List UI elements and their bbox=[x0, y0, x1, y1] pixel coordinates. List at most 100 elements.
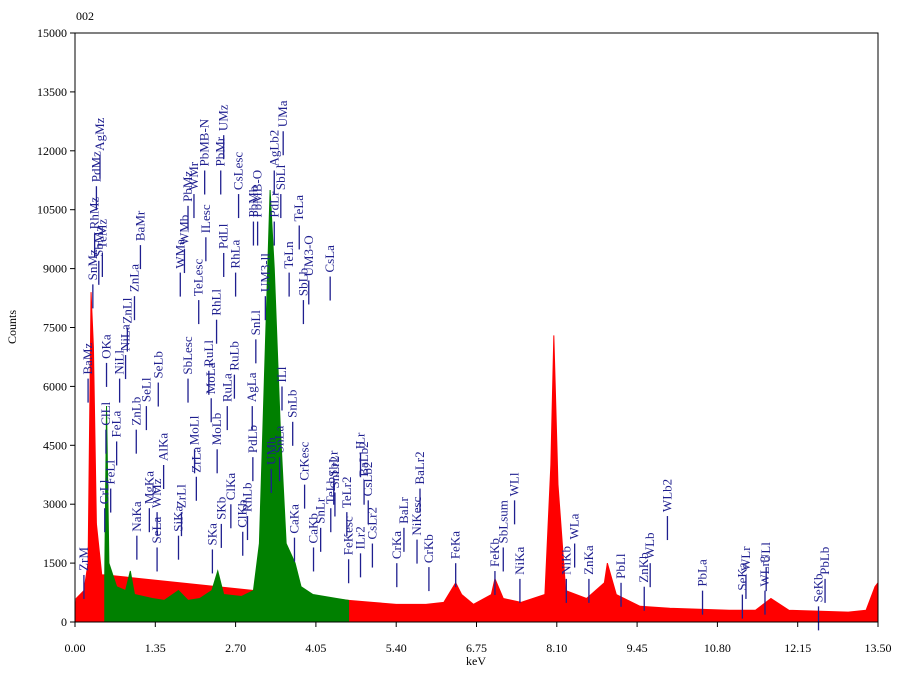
element-label: BaLr bbox=[396, 496, 411, 523]
element-label: CrKb bbox=[421, 534, 436, 563]
element-label: CrLl bbox=[97, 479, 112, 504]
element-label: NaKa bbox=[129, 501, 144, 532]
y-tick-label: 4500 bbox=[43, 438, 67, 452]
element-label: ZrLl bbox=[173, 484, 188, 508]
element-label: BaLb2 bbox=[356, 441, 371, 476]
element-label: WLb2 bbox=[659, 479, 674, 512]
y-tick-label: 7500 bbox=[43, 321, 67, 335]
element-label: TeLr2 bbox=[339, 477, 354, 509]
element-label: ClKb bbox=[235, 500, 250, 528]
element-label: PdMz bbox=[88, 151, 103, 182]
element-label: UM3-O bbox=[301, 235, 316, 276]
element-label: UMz bbox=[216, 104, 231, 131]
element-label: SbMz bbox=[91, 226, 106, 257]
chart-title: 002 bbox=[76, 9, 94, 23]
y-tick-label: 12000 bbox=[37, 144, 67, 158]
element-label: CsLesc bbox=[231, 152, 246, 191]
element-label: CrKesc bbox=[297, 441, 312, 480]
element-label: RuLb bbox=[226, 341, 241, 371]
element-label: NiLl bbox=[112, 350, 127, 375]
element-label: BaMz bbox=[80, 343, 95, 375]
element-label: MoLl bbox=[187, 415, 202, 445]
element-label: CsLa bbox=[322, 245, 337, 273]
x-tick-label: 6.75 bbox=[466, 641, 487, 655]
element-label: SKa bbox=[204, 523, 219, 546]
x-tick-label: 2.70 bbox=[225, 641, 246, 655]
element-label: WLb bbox=[642, 532, 657, 559]
element-label: ZrM bbox=[76, 547, 91, 571]
x-tick-label: 0.00 bbox=[65, 641, 86, 655]
x-tick-label: 1.35 bbox=[145, 641, 166, 655]
element-label: BaLr2 bbox=[412, 451, 427, 484]
element-label: ILr2 bbox=[353, 526, 368, 549]
element-label: SbLr bbox=[326, 450, 341, 477]
element-label: FeLa bbox=[109, 411, 124, 438]
element-label: PbMz bbox=[180, 171, 195, 202]
element-label: BaMr bbox=[132, 210, 147, 241]
element-label: SbLb bbox=[295, 268, 310, 296]
element-label: RhLa bbox=[228, 239, 243, 268]
x-axis-label: keV bbox=[466, 654, 486, 668]
x-tick-label: 9.45 bbox=[627, 641, 648, 655]
y-tick-label: 3000 bbox=[43, 497, 67, 511]
element-label: TeLesc bbox=[191, 259, 206, 297]
element-label: WMr bbox=[186, 161, 201, 190]
element-label: FeLl bbox=[103, 460, 118, 485]
element-label: TeMz bbox=[94, 219, 109, 249]
element-label: AgMz bbox=[92, 117, 107, 150]
element-label: SbLsum bbox=[495, 500, 510, 543]
x-tick-label: 10.80 bbox=[704, 641, 731, 655]
y-tick-label: 0 bbox=[61, 615, 67, 629]
element-label: ULl bbox=[758, 542, 773, 563]
element-label: PbMB-O bbox=[250, 170, 265, 218]
element-label: PbMB-N bbox=[197, 118, 212, 166]
element-label: CaKb bbox=[306, 513, 321, 543]
element-label: ZnKb bbox=[636, 552, 651, 582]
element-label: AlKa bbox=[156, 433, 171, 461]
y-tick-label: 1500 bbox=[43, 556, 67, 570]
element-label: ZnKa bbox=[581, 545, 596, 575]
element-label: NiKa bbox=[512, 546, 527, 574]
element-label: ZrLa bbox=[188, 447, 203, 473]
element-label: SeLl bbox=[138, 377, 153, 402]
element-label: SnMz bbox=[85, 249, 100, 280]
element-label: FeKa bbox=[448, 531, 463, 559]
element-label: NiLa bbox=[118, 324, 133, 351]
element-label: OKa bbox=[99, 334, 114, 359]
element-label: WLa bbox=[567, 513, 582, 539]
element-label: MoLa bbox=[203, 362, 218, 394]
x-tick-label: 8.10 bbox=[546, 641, 567, 655]
element-label: SeLb bbox=[150, 351, 165, 378]
element-label: WLr3 bbox=[757, 556, 772, 587]
element-label: SnLa bbox=[272, 425, 287, 453]
spectrum-area bbox=[74, 292, 879, 623]
element-label: ZnLl bbox=[119, 297, 134, 323]
spectrum-area bbox=[104, 190, 350, 623]
element-label: SiKa bbox=[170, 505, 185, 531]
element-label: UMb bbox=[263, 437, 278, 464]
element-label: TeLn bbox=[281, 241, 296, 269]
element-label: FeKb bbox=[487, 538, 502, 567]
element-label: AgLa bbox=[244, 372, 259, 402]
element-label: CrKa bbox=[389, 531, 404, 559]
plot-frame bbox=[74, 32, 879, 623]
element-label: WMa bbox=[172, 239, 187, 269]
x-tick-label: 12.15 bbox=[784, 641, 811, 655]
element-label: SnLl bbox=[248, 310, 263, 336]
element-label: MgKa bbox=[141, 471, 156, 504]
element-label: WMz bbox=[149, 478, 164, 508]
element-label: WMb bbox=[176, 215, 191, 245]
element-label: WLr bbox=[738, 546, 753, 571]
element-label: PdLb bbox=[245, 425, 260, 453]
element-label: MoLb bbox=[209, 413, 224, 446]
element-label: ZnLa bbox=[126, 264, 141, 292]
element-label: WLl bbox=[507, 472, 522, 496]
element-label: UMa bbox=[275, 100, 290, 127]
element-label: SnLb bbox=[285, 390, 300, 418]
y-tick-label: 13500 bbox=[37, 85, 67, 99]
element-label: RuLl bbox=[201, 340, 216, 367]
element-label: SnLr bbox=[313, 497, 328, 524]
element-label: RhLl bbox=[209, 289, 224, 316]
x-tick-label: 5.40 bbox=[386, 641, 407, 655]
